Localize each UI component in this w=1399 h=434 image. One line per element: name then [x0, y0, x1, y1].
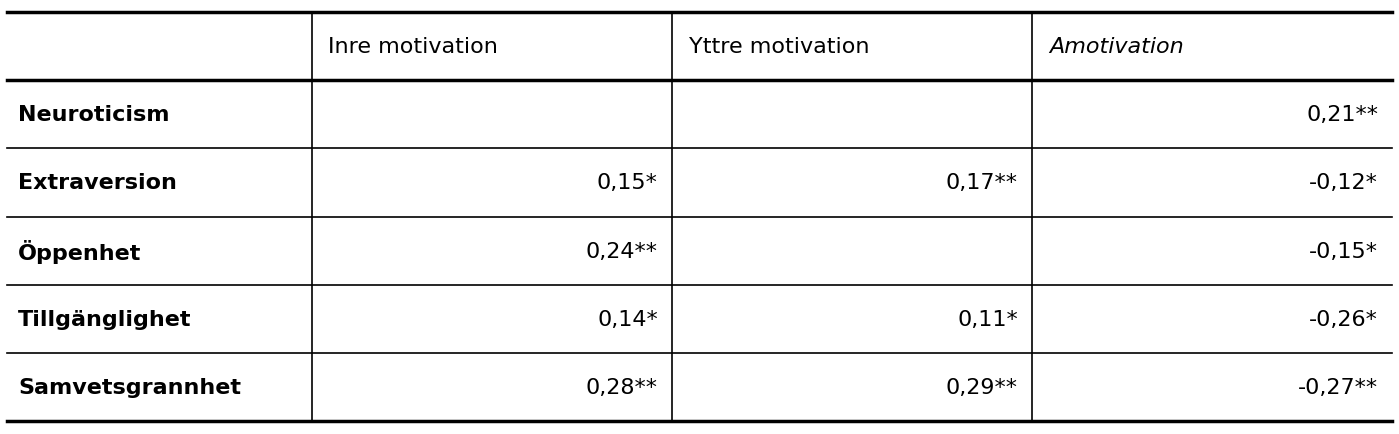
Text: -0,15*: -0,15*: [1309, 241, 1378, 261]
Text: Inre motivation: Inre motivation: [329, 37, 498, 57]
Text: -0,26*: -0,26*: [1309, 309, 1378, 329]
Text: 0,28**: 0,28**: [586, 377, 658, 397]
Text: -0,27**: -0,27**: [1298, 377, 1378, 397]
Text: Neuroticism: Neuroticism: [18, 105, 169, 125]
Text: 0,17**: 0,17**: [946, 173, 1018, 193]
Text: 0,11*: 0,11*: [957, 309, 1018, 329]
Text: Öppenhet: Öppenhet: [18, 239, 141, 263]
Text: Yttre motivation: Yttre motivation: [688, 37, 869, 57]
Text: 0,29**: 0,29**: [946, 377, 1018, 397]
Text: 0,14*: 0,14*: [597, 309, 658, 329]
Text: 0,24**: 0,24**: [586, 241, 658, 261]
Text: Samvetsgrannhet: Samvetsgrannhet: [18, 377, 241, 397]
Text: Tillgänglighet: Tillgänglighet: [18, 309, 192, 329]
Text: 0,21**: 0,21**: [1307, 105, 1378, 125]
Text: -0,12*: -0,12*: [1309, 173, 1378, 193]
Text: Amotivation: Amotivation: [1049, 37, 1184, 57]
Text: 0,15*: 0,15*: [597, 173, 658, 193]
Text: Extraversion: Extraversion: [18, 173, 178, 193]
